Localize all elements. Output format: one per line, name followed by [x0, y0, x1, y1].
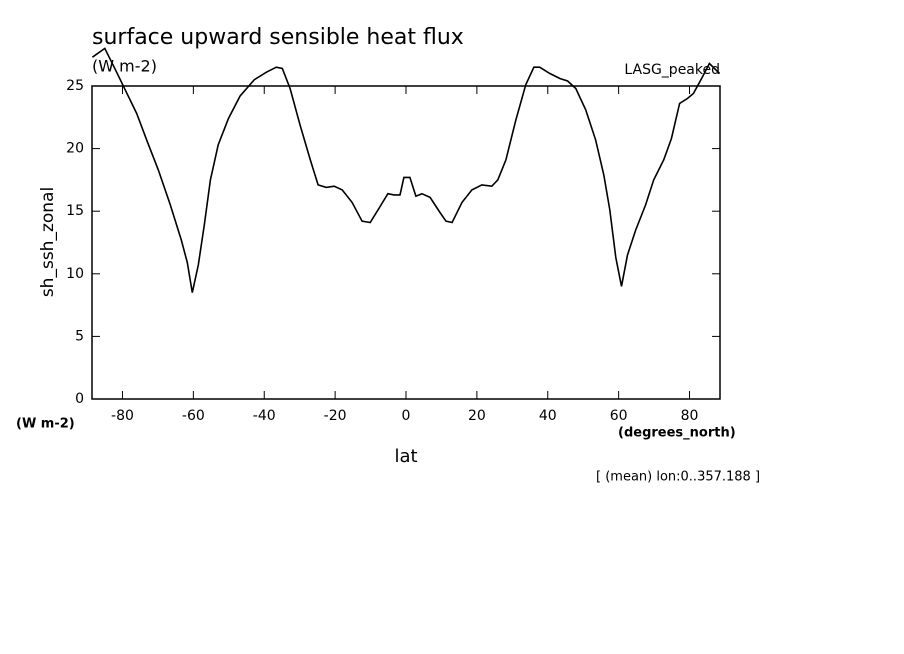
y-tick-label: 15 — [66, 203, 84, 219]
y-units: (W m-2) — [16, 417, 75, 432]
y-tick-label: 5 — [75, 328, 84, 344]
chart-title: surface upward sensible heat flux — [92, 25, 464, 50]
annotation: LASG_peaked — [624, 62, 720, 78]
y-tick-label: 10 — [66, 266, 84, 282]
y-tick-label: 0 — [75, 391, 84, 407]
y-axis-label: sh_ssh_zonal — [38, 187, 58, 297]
x-tick-label: -40 — [253, 408, 276, 424]
x-tick-label: 60 — [610, 408, 628, 424]
x-tick-label: 40 — [539, 408, 557, 424]
x-axis-label: lat — [394, 446, 417, 467]
x-tick-label: -20 — [324, 408, 347, 424]
x-tick-label: 0 — [402, 408, 411, 424]
x-units: (degrees_north) — [618, 426, 736, 441]
chart-subtitle: (W m-2) — [92, 57, 157, 76]
x-tick-label: 20 — [468, 408, 486, 424]
data-line — [91, 47, 721, 293]
x-tick-label: -80 — [111, 408, 134, 424]
footnote: [ (mean) lon:0..357.188 ] — [596, 470, 760, 485]
y-tick-label: 20 — [66, 141, 84, 157]
x-tick-label: 80 — [681, 408, 699, 424]
plot-frame — [91, 85, 721, 400]
x-tick-label: -60 — [182, 408, 205, 424]
y-tick-label: 25 — [66, 78, 84, 94]
